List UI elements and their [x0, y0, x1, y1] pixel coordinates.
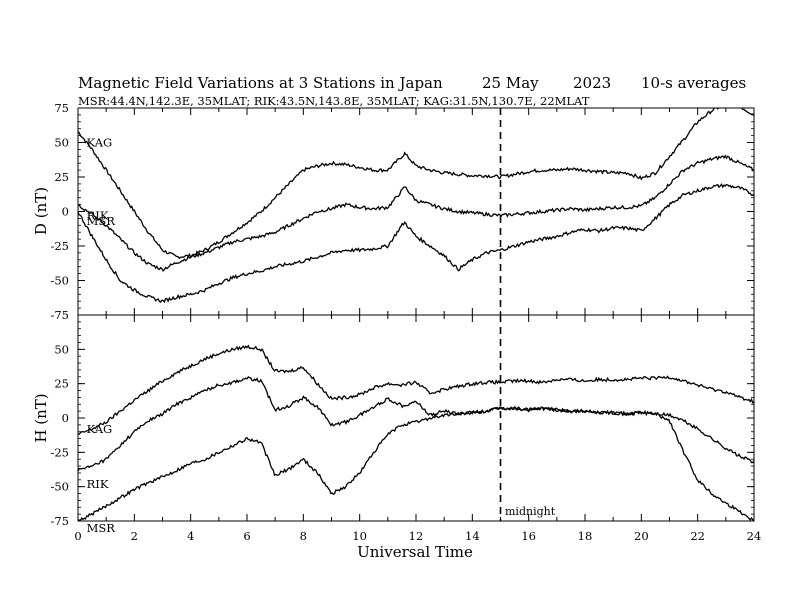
x-tick-label: 16 [521, 529, 536, 543]
y-tick-label: 75 [54, 101, 69, 115]
x-tick-label: 14 [465, 529, 480, 543]
panel-frame [77, 107, 755, 316]
y-tick-label: -25 [50, 445, 69, 459]
chart-stations-line: MSR:44.4N,142.3E, 35MLAT; RIK:43.5N,143.… [78, 94, 590, 108]
x-tick-label: 20 [634, 529, 649, 543]
y-tick-label: 0 [62, 205, 69, 219]
x-tick-label: 8 [300, 529, 307, 543]
x-axis-label: Universal Time [357, 543, 473, 561]
y-tick-label: 50 [54, 136, 69, 150]
x-tick-label: 4 [187, 529, 194, 543]
y-axis-label-d: D (nT) [32, 187, 50, 235]
y-tick-label: -75 [50, 308, 69, 322]
chart-date: 25 May [482, 74, 539, 92]
chart-averaging: 10-s averages [641, 74, 746, 92]
x-tick-label: 22 [690, 529, 705, 543]
y-tick-label: -50 [50, 274, 69, 288]
midnight-annotation: midnight [505, 505, 556, 518]
series-label-rik: RIK [87, 209, 109, 223]
y-tick-label: -75 [50, 514, 69, 528]
y-axis-label-h: H (nT) [32, 393, 50, 442]
chart-year: 2023 [573, 74, 611, 92]
series-label-kag: KAG [87, 422, 113, 436]
y-tick-label: 25 [54, 377, 69, 391]
series-line-msr [78, 183, 754, 304]
x-tick-label: 0 [74, 529, 81, 543]
y-tick-label: 0 [62, 411, 69, 425]
x-tick-label: 6 [243, 529, 250, 543]
series-line-kag [78, 344, 754, 435]
series-label-rik: RIK [87, 477, 109, 491]
x-tick-label: 2 [131, 529, 138, 543]
y-tick-label: 50 [54, 342, 69, 356]
series-line-msr [78, 406, 754, 521]
y-tick-label: -25 [50, 239, 69, 253]
x-tick-label: 12 [409, 529, 424, 543]
series-line-kag [78, 108, 754, 260]
series-label-kag: KAG [87, 136, 113, 150]
series-label-msr: MSR [87, 214, 116, 228]
series-line-rik [78, 154, 754, 272]
y-tick-label: 25 [54, 170, 69, 184]
y-tick-label: -50 [50, 480, 69, 494]
x-tick-label: 18 [578, 529, 593, 543]
x-tick-label: 10 [352, 529, 367, 543]
series-label-msr: MSR [87, 521, 116, 535]
panel-frame [77, 314, 755, 522]
x-tick-label: 24 [747, 529, 762, 543]
chart-title: Magnetic Field Variations at 3 Stations … [78, 74, 443, 92]
series-line-rik [78, 376, 754, 472]
